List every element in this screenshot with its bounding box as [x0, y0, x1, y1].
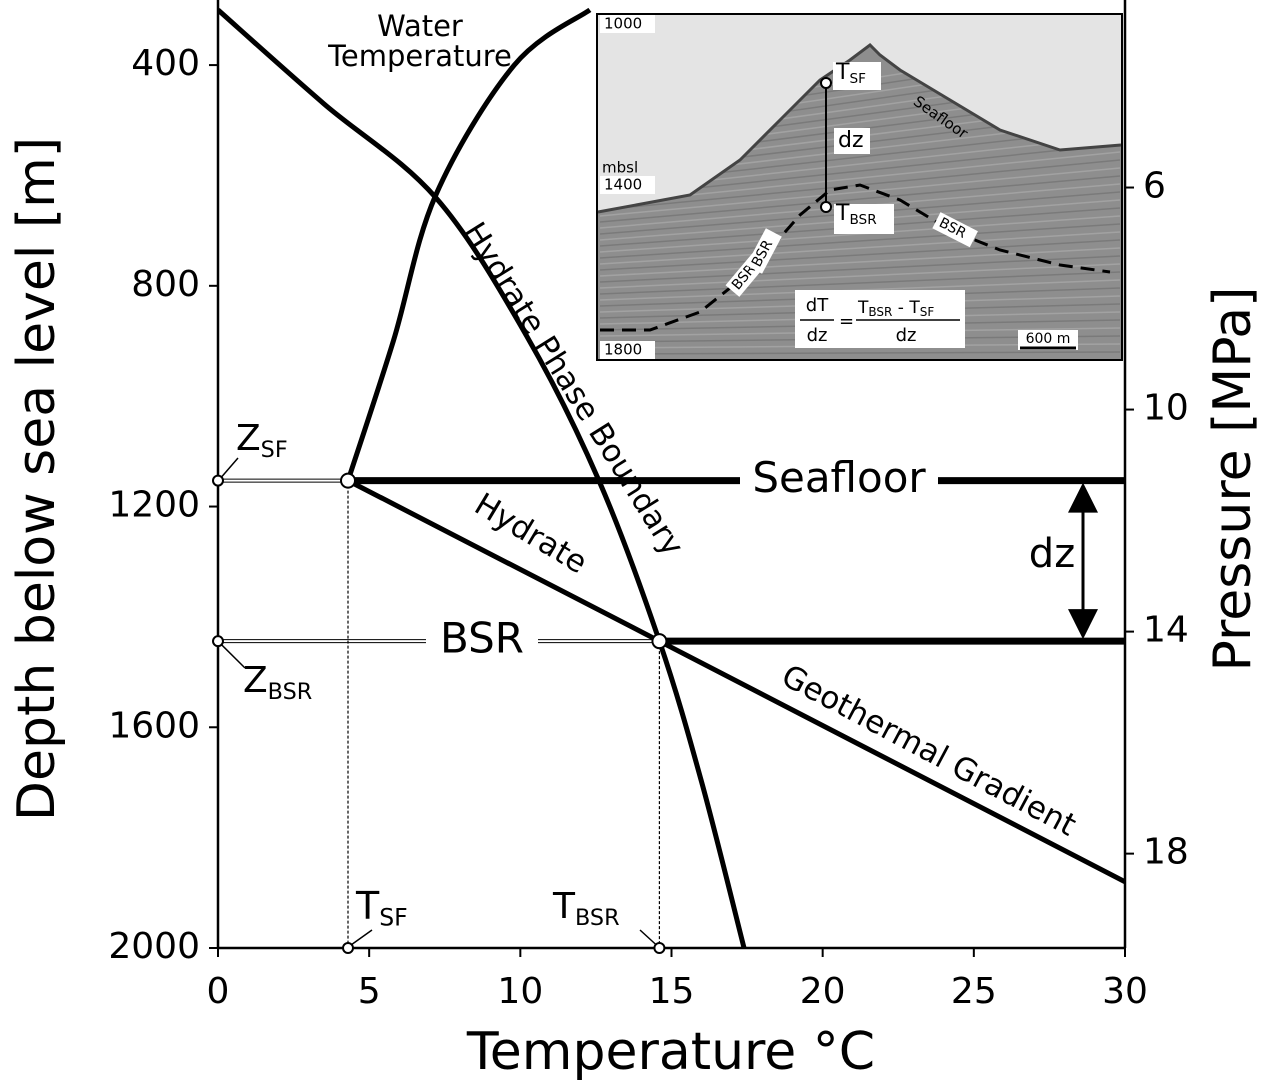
- y-tick-label: 2000: [108, 926, 200, 967]
- eq-t: T: [857, 298, 869, 318]
- inset-t-bsr-sub: BSR: [849, 212, 877, 228]
- y-tick-label: 1600: [108, 705, 200, 746]
- t-sf-label-main: T: [355, 884, 380, 928]
- arrow-head: [1068, 483, 1098, 513]
- inset-point: [821, 202, 831, 212]
- x-tick-label: 15: [649, 971, 695, 1012]
- x-tick-label: 25: [951, 971, 997, 1012]
- x-axis-label: Temperature °C: [466, 1022, 875, 1082]
- eq-den: dz: [896, 325, 917, 346]
- x-tick-label: 0: [207, 971, 230, 1012]
- y2-tick-label: 14: [1143, 610, 1189, 651]
- z-bsr-label-main: Z: [243, 660, 268, 701]
- inset-tick-label: 1800: [604, 341, 642, 359]
- z-sf-label-main: Z: [236, 418, 261, 459]
- inset-point: [821, 78, 831, 88]
- x-tick-label: 5: [358, 971, 381, 1012]
- bsr-label: BSR: [440, 614, 524, 663]
- inset-dz: dz: [838, 128, 864, 153]
- inset-tick-label: 1000: [604, 15, 642, 33]
- leader: [640, 930, 656, 945]
- inset-scale: 600 m: [1026, 331, 1071, 347]
- eq-sub: BSR: [868, 305, 892, 319]
- curve: [348, 481, 1125, 882]
- inset: 100014001800mbslTSFdzTBSRSeafloorBSRBSRB…: [597, 14, 1122, 360]
- eq-sub: SF: [920, 305, 935, 319]
- inset-t-bsr-main: T: [835, 201, 850, 226]
- chart: 100014001800mbslTSFdzTBSRSeafloorBSRBSRB…: [0, 0, 1273, 1089]
- x-tick-label: 20: [800, 971, 846, 1012]
- t-bsr-label-main: T: [552, 886, 576, 927]
- inset-tick-label: 1400: [604, 176, 642, 194]
- z-bsr-label-sub: BSR: [268, 679, 313, 705]
- z-sf-label-sub: SF: [261, 437, 288, 463]
- y2-tick-label: 18: [1143, 832, 1189, 873]
- y2-tick-label: 6: [1143, 166, 1166, 207]
- t-bsr-label: TBSR: [552, 886, 620, 931]
- series-label: Geothermal Gradient: [776, 658, 1082, 844]
- eq-den: dz: [807, 325, 828, 346]
- eq-num: dT: [806, 295, 829, 316]
- y-tick-label: 400: [131, 43, 200, 84]
- inset-t-sf-main: T: [835, 60, 850, 85]
- y2-tick-label: 10: [1143, 388, 1189, 429]
- x-tick-label: 30: [1102, 971, 1148, 1012]
- arrow-head: [1068, 609, 1098, 639]
- series-label-line: Temperature: [327, 39, 512, 73]
- inset-t-sf-sub: SF: [849, 71, 866, 87]
- z-sf-label: ZSF: [236, 418, 288, 463]
- inset-unit: mbsl: [602, 159, 638, 177]
- y2-axis-label: Pressure [MPa]: [1203, 287, 1263, 672]
- series-label-line: Water: [377, 9, 463, 43]
- eq-sign: =: [839, 311, 854, 332]
- point-marker: [652, 634, 666, 648]
- leader: [221, 458, 238, 478]
- leader: [221, 644, 245, 668]
- leader: [351, 930, 372, 945]
- eq-minus: - T: [892, 298, 920, 318]
- hydrate-label: Hydrate: [468, 486, 593, 581]
- y-tick-label: 1200: [108, 485, 200, 526]
- y-axis-label: Depth below sea level [m]: [7, 137, 67, 821]
- z-bsr-label: ZBSR: [243, 660, 312, 705]
- y-tick-label: 800: [131, 264, 200, 305]
- t-sf-label: TSF: [355, 884, 408, 932]
- dz-label: dz: [1029, 531, 1075, 577]
- point-marker: [341, 474, 355, 488]
- x-tick-label: 10: [497, 971, 543, 1012]
- t-bsr-label-sub: BSR: [575, 905, 620, 931]
- seafloor-label: Seafloor: [752, 453, 926, 502]
- t-sf-label-sub: SF: [379, 903, 408, 931]
